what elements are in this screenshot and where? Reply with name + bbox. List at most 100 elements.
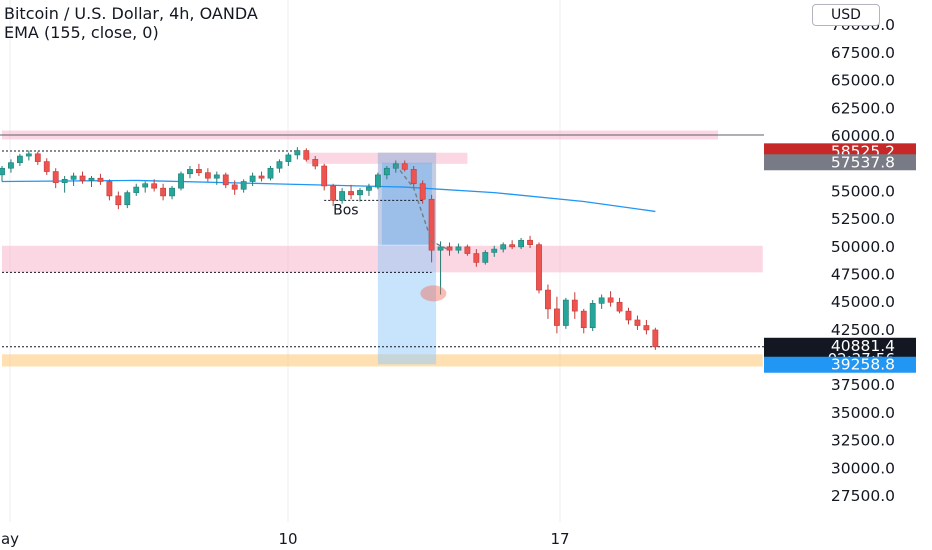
candle-body [428, 198, 435, 251]
candle-body [52, 171, 59, 183]
candle-body [160, 187, 166, 197]
x-tick-label: 17 [550, 530, 569, 548]
y-tick-label: 52500.0 [831, 210, 895, 228]
candle-body [509, 244, 516, 248]
candle-body [34, 153, 41, 162]
candle-body [115, 195, 122, 206]
projected-path [395, 164, 450, 251]
candle-body [464, 246, 471, 254]
chart-legend: Bitcoin / U.S. Dollar, 4h, OANDA EMA (15… [4, 4, 258, 42]
x-tick-label: ay [1, 530, 19, 548]
candle-body [348, 191, 354, 196]
price-label-value: 39258.8 [831, 356, 895, 374]
candle-body [240, 181, 247, 190]
candle-body [589, 303, 596, 329]
candle-body [562, 299, 569, 326]
candle-body [536, 244, 542, 291]
candle-body [500, 244, 507, 250]
candle-body [124, 192, 131, 206]
candle-body [294, 150, 301, 156]
y-tick-label: 30000.0 [831, 459, 895, 477]
candle-body [553, 308, 560, 326]
candle-body [61, 179, 68, 183]
candle-body [330, 185, 337, 201]
candle-body [222, 174, 229, 186]
candle-body [580, 310, 587, 329]
candle-body [0, 167, 5, 176]
candle-body [169, 187, 175, 197]
ema-line [1, 179, 656, 213]
candle-body [455, 246, 462, 251]
candle-body [249, 175, 256, 182]
candle-body [8, 162, 14, 169]
candle-body [545, 289, 551, 310]
candle-body [419, 183, 426, 200]
y-tick-label: 35000.0 [831, 404, 895, 422]
candle-body [79, 175, 86, 181]
candle-body [643, 325, 650, 331]
candle-body [401, 163, 408, 170]
candle-body [527, 239, 533, 245]
candle-body [285, 154, 292, 162]
position-entry-zone [381, 162, 433, 245]
price-label-value: 57537.8 [831, 153, 895, 171]
y-tick-label: 62500.0 [831, 99, 895, 117]
candle-body [213, 174, 220, 179]
candle-body [383, 167, 390, 176]
candle-body [616, 301, 623, 312]
candle-body [374, 174, 381, 188]
candle-body [366, 186, 372, 191]
candle-body [410, 169, 417, 185]
candle-body [276, 161, 283, 169]
y-tick-label: 65000.0 [831, 72, 895, 90]
candle-body [151, 183, 158, 189]
y-tick-label: 50000.0 [831, 238, 895, 256]
price-label-value: 40881.4 [831, 337, 895, 355]
candle-body [178, 173, 184, 189]
y-tick-label: 42500.0 [831, 321, 895, 339]
y-tick-label: 37500.0 [831, 376, 895, 394]
candle-body [598, 297, 605, 304]
candle-body [625, 310, 632, 321]
symbol-title: Bitcoin / U.S. Dollar, 4h, OANDA [4, 4, 258, 23]
candle-body [491, 248, 498, 253]
candle-body [187, 169, 193, 175]
y-tick-label: 47500.0 [831, 265, 895, 283]
y-tick-label: 32500.0 [831, 432, 895, 450]
candle-body [88, 177, 95, 181]
candle-body [321, 165, 328, 187]
candle-body [16, 155, 23, 163]
candle-body [312, 159, 319, 167]
x-tick-label: 10 [278, 530, 297, 548]
y-tick-label: 27500.0 [831, 487, 895, 505]
ema-indicator-label[interactable]: EMA (155, close, 0) [4, 23, 159, 42]
candle-body [267, 167, 274, 179]
liquidity-marker [420, 285, 447, 302]
candle-body [482, 252, 489, 263]
candle-body [97, 177, 104, 182]
y-tick-label: 60000.0 [831, 127, 895, 145]
candle-body [652, 329, 659, 348]
candle-body [634, 319, 641, 326]
candle-body [303, 150, 310, 160]
currency-button[interactable]: USD [812, 4, 880, 26]
candle-body [518, 239, 524, 248]
candle-body [70, 175, 77, 180]
candle-body [473, 253, 480, 263]
candle-body [142, 183, 149, 188]
candle-body [204, 172, 211, 179]
candle-body [196, 169, 202, 173]
candle-body [25, 153, 32, 157]
candle-body [43, 161, 50, 172]
candle-body [357, 190, 363, 196]
candle-body [133, 186, 140, 193]
candle-body [571, 299, 578, 312]
candle-body [339, 191, 345, 201]
bos-label: Bos [333, 202, 358, 218]
candle-body [231, 184, 238, 190]
candle-body [607, 297, 614, 303]
price-label-box [764, 356, 916, 373]
candle-body [437, 246, 444, 251]
candle-body [106, 181, 113, 197]
